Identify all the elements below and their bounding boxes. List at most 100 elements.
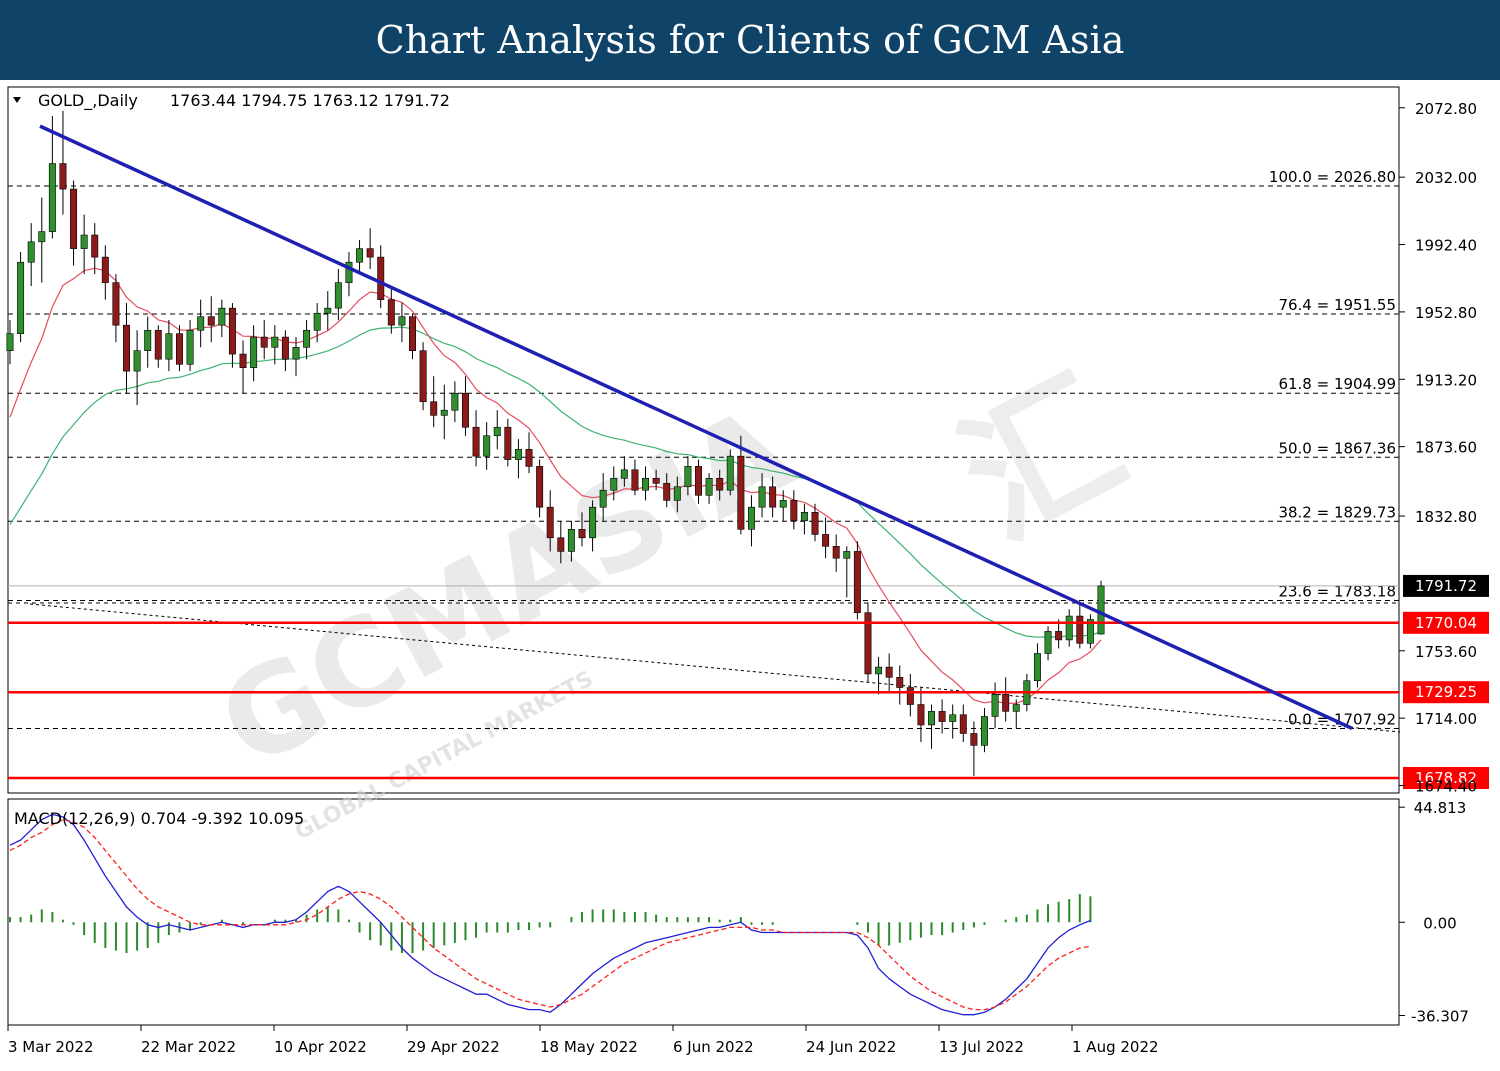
- candle-body: [1097, 585, 1105, 635]
- current-price-label: 1791.72: [1415, 577, 1477, 595]
- date-tick-label: 1 Aug 2022: [1072, 1038, 1159, 1056]
- candle-body: [790, 500, 798, 522]
- date-tick-label: 6 Jun 2022: [673, 1038, 754, 1056]
- dropdown-triangle-icon[interactable]: [13, 97, 21, 103]
- descending-trendline: [39, 124, 1353, 730]
- candle-body: [705, 477, 713, 496]
- watermark-chinese: 汇: [935, 348, 1149, 572]
- candle-body: [578, 529, 586, 539]
- candle-body: [949, 714, 957, 722]
- candle-body: [387, 299, 395, 326]
- candle-body: [154, 329, 162, 360]
- date-tick-label: 24 Jun 2022: [806, 1038, 896, 1056]
- candle-body: [832, 546, 840, 559]
- level-tag: [1403, 681, 1489, 704]
- candle-body: [567, 529, 575, 552]
- candle-body: [493, 426, 501, 437]
- candle-body: [514, 449, 522, 460]
- candle-body: [1002, 694, 1010, 712]
- support-resistance-levels: 1770.04 1729.25 1678.82 1791.72: [8, 574, 1489, 789]
- candle-body: [419, 350, 427, 403]
- macd-panel-frame: [7, 798, 1400, 1026]
- candle-body: [853, 551, 861, 613]
- ma-slow-line: [9, 326, 1102, 638]
- candle-body: [885, 666, 893, 678]
- candle-body: [747, 506, 755, 530]
- candle-body: [38, 231, 46, 243]
- current-price-tag: [1403, 574, 1489, 597]
- candle-body: [398, 316, 406, 326]
- candle-body: [281, 336, 289, 360]
- banner-title: Chart Analysis for Clients of GCM Asia: [0, 0, 1500, 80]
- candle-body: [377, 256, 385, 300]
- candle-body: [239, 353, 247, 368]
- fibonacci-levels: 100.0 = 2026.80 76.4 = 1951.55 61.8 = 1904…: [8, 168, 1399, 729]
- candle-body: [334, 282, 342, 309]
- candle-body: [843, 551, 851, 559]
- candle-body: [504, 426, 512, 460]
- candle-body: [546, 506, 554, 539]
- candle-body: [186, 329, 194, 365]
- candle-body: [959, 714, 967, 734]
- candles: [6, 110, 1105, 776]
- date-tick-label: 3 Mar 2022: [8, 1038, 94, 1056]
- fib-label: 50.0 = 1867.36: [1278, 439, 1396, 457]
- candle-body: [1012, 704, 1020, 712]
- date-tick-label: 29 Apr 2022: [407, 1038, 500, 1056]
- date-tick-label: 22 Mar 2022: [141, 1038, 236, 1056]
- candle-body: [1065, 615, 1073, 641]
- candle-body: [938, 711, 946, 722]
- candle-body: [430, 401, 438, 416]
- candle-body: [59, 163, 67, 190]
- fib-label: 100.0 = 2026.80: [1269, 168, 1396, 186]
- candle-body: [303, 329, 311, 348]
- candle-body: [91, 234, 99, 258]
- candle-body: [1033, 653, 1041, 682]
- fib-label: 76.4 = 1951.55: [1278, 296, 1396, 314]
- candle-body: [70, 188, 78, 249]
- fib-label: 38.2 = 1829.73: [1278, 503, 1396, 521]
- candle-body: [695, 466, 702, 496]
- candle-body: [970, 733, 978, 746]
- level-tag: [1403, 611, 1489, 634]
- signal-line: [9, 818, 1091, 1011]
- candle-body: [1076, 615, 1084, 644]
- candle-body: [663, 483, 671, 501]
- candle-body: [101, 256, 109, 283]
- candle-body: [324, 307, 332, 314]
- candle-body: [981, 716, 988, 746]
- date-tick-label: 18 May 2022: [540, 1038, 638, 1056]
- level-tag: [1403, 766, 1489, 789]
- candle-body: [250, 336, 258, 368]
- candle-body: [366, 248, 374, 258]
- candle-body: [356, 248, 364, 263]
- candle-body: [864, 612, 872, 675]
- candle-body: [726, 455, 734, 491]
- dotted-slope-line: [29, 603, 1401, 733]
- candle-body: [313, 312, 321, 331]
- candle-body: [599, 489, 607, 508]
- candle-body: [6, 333, 14, 351]
- candle-body: [1055, 631, 1063, 641]
- price-axis: 2072.80 2032.00 1992.40 1952.80 1913.20 1873.…: [1399, 100, 1477, 796]
- fib-label: 61.8 = 1904.99: [1278, 375, 1396, 393]
- dotted-support-lines: [8, 602, 1401, 733]
- candle-body: [440, 409, 448, 416]
- candle-body: [684, 466, 692, 488]
- candle-body: [589, 506, 597, 539]
- macd-indicator: 44.813 0.00 -36.307: [9, 799, 1469, 1026]
- candle-body: [557, 537, 565, 552]
- candle-body: [451, 392, 459, 411]
- macd-tick-label: -36.307: [1411, 1008, 1469, 1026]
- fib-label: 23.6 = 1783.18: [1278, 582, 1396, 600]
- level-tag-label: 1729.25: [1415, 683, 1477, 701]
- price-tick-label: 1714.00: [1415, 710, 1477, 728]
- fib-label: 0.0 = 1707.92: [1288, 710, 1396, 728]
- date-axis: 3 Mar 2022 22 Mar 2022 10 Apr 2022 29 Apr 2…: [7, 1025, 1159, 1056]
- symbol-label: GOLD_,Daily: [38, 91, 138, 111]
- candle-body: [123, 324, 130, 372]
- price-tick-label: 1674.40: [1415, 778, 1477, 796]
- candle-body: [673, 486, 681, 501]
- price-tick-label: 1952.80: [1415, 304, 1477, 322]
